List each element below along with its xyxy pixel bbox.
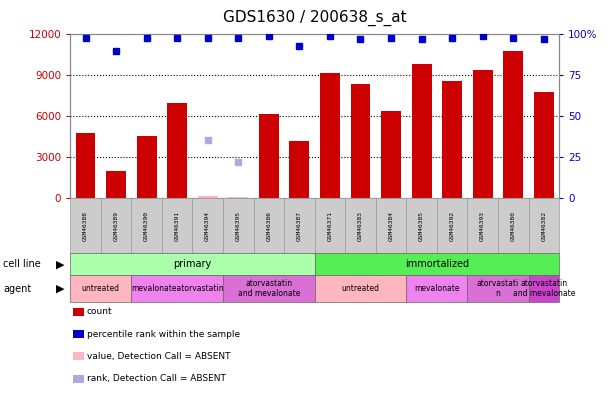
Bar xyxy=(473,70,492,198)
Text: percentile rank within the sample: percentile rank within the sample xyxy=(87,330,240,339)
Text: untreated: untreated xyxy=(82,284,120,293)
Bar xyxy=(76,133,95,198)
Text: GSM46382: GSM46382 xyxy=(541,211,546,241)
Text: ▶: ▶ xyxy=(56,284,64,294)
Text: immortalized: immortalized xyxy=(405,259,469,269)
Text: GSM46385: GSM46385 xyxy=(419,211,424,241)
Text: ▶: ▶ xyxy=(56,259,64,269)
Text: GSM46380: GSM46380 xyxy=(511,211,516,241)
Text: untreated: untreated xyxy=(342,284,379,293)
Text: GSM46388: GSM46388 xyxy=(83,211,88,241)
Text: GSM46384: GSM46384 xyxy=(389,211,393,241)
Text: atorvastati
n: atorvastati n xyxy=(477,279,519,298)
Text: GSM46392: GSM46392 xyxy=(450,211,455,241)
Bar xyxy=(534,92,554,198)
Bar xyxy=(381,111,401,198)
Text: GSM46389: GSM46389 xyxy=(114,211,119,241)
Bar xyxy=(442,81,462,198)
Text: GDS1630 / 200638_s_at: GDS1630 / 200638_s_at xyxy=(223,10,406,26)
Text: GSM46395: GSM46395 xyxy=(236,211,241,241)
Text: cell line: cell line xyxy=(3,259,41,269)
Bar xyxy=(229,197,248,198)
Text: atorvastatin
and mevalonate: atorvastatin and mevalonate xyxy=(513,279,575,298)
Bar xyxy=(412,64,431,198)
Text: GSM46390: GSM46390 xyxy=(144,211,149,241)
Bar xyxy=(137,136,156,198)
Text: value, Detection Call = ABSENT: value, Detection Call = ABSENT xyxy=(87,352,230,361)
Text: GSM46386: GSM46386 xyxy=(266,211,271,241)
Text: GSM46394: GSM46394 xyxy=(205,211,210,241)
Bar xyxy=(320,73,340,198)
Text: GSM46383: GSM46383 xyxy=(358,211,363,241)
Bar xyxy=(259,114,279,198)
Text: GSM46393: GSM46393 xyxy=(480,211,485,241)
Bar xyxy=(503,51,523,198)
Text: count: count xyxy=(87,307,112,316)
Text: GSM46387: GSM46387 xyxy=(297,211,302,241)
Bar xyxy=(106,171,126,198)
Bar xyxy=(290,141,309,198)
Text: agent: agent xyxy=(3,284,31,294)
Bar xyxy=(167,103,187,198)
Text: GSM46391: GSM46391 xyxy=(175,211,180,241)
Text: primary: primary xyxy=(174,259,211,269)
Text: rank, Detection Call = ABSENT: rank, Detection Call = ABSENT xyxy=(87,374,225,383)
Text: mevalonateatorvastatin: mevalonateatorvastatin xyxy=(131,284,224,293)
Text: mevalonate: mevalonate xyxy=(414,284,459,293)
Bar xyxy=(351,84,370,198)
Text: atorvastatin
and mevalonate: atorvastatin and mevalonate xyxy=(238,279,300,298)
Text: GSM46371: GSM46371 xyxy=(327,211,332,241)
Bar xyxy=(198,196,218,198)
